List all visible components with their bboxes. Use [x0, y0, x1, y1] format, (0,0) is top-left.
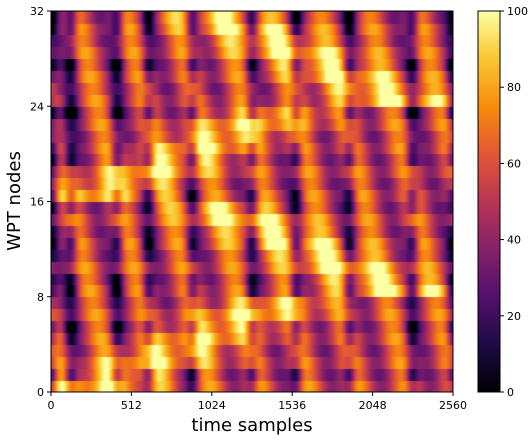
y-axis-ticks: 0 8 16 24 32 [30, 5, 51, 399]
heatmap-plot-area [51, 11, 453, 392]
y-tick-label: 16 [30, 196, 44, 209]
x-axis-title: time samples [191, 415, 312, 436]
plot-frame [50, 10, 501, 393]
y-axis-title: WPT nodes [4, 151, 25, 251]
colorbar-tick-label: 60 [507, 157, 521, 170]
x-tick-label: 512 [121, 399, 142, 412]
colorbar-ticks: 0 20 40 60 80 100 [500, 5, 528, 399]
x-tick-label: 2560 [439, 399, 467, 412]
y-tick-label: 24 [30, 100, 44, 113]
y-tick-label: 8 [37, 291, 44, 304]
x-tick-label: 1536 [278, 399, 306, 412]
colorbar [478, 11, 500, 392]
colorbar-tick-label: 80 [507, 81, 521, 94]
colorbar-tick-label: 0 [507, 386, 514, 399]
y-tick-label: 32 [30, 5, 44, 18]
colorbar-tick-label: 100 [507, 5, 528, 18]
colorbar-tick-label: 20 [507, 310, 521, 323]
y-tick-label: 0 [37, 386, 44, 399]
x-tick-label: 1024 [198, 399, 226, 412]
colorbar-tick-label: 40 [507, 234, 521, 247]
x-axis-ticks: 0 512 1024 1536 2048 2560 [48, 392, 467, 412]
x-tick-label: 0 [48, 399, 55, 412]
x-tick-label: 2048 [359, 399, 387, 412]
